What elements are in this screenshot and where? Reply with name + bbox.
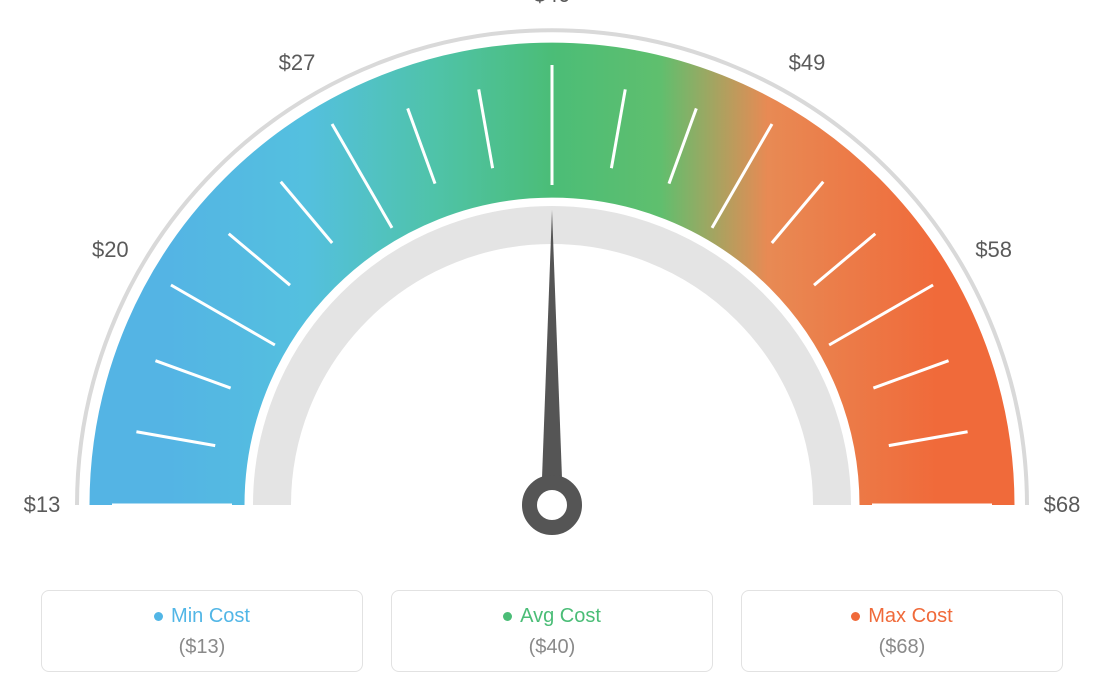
legend-title-max: Max Cost <box>742 605 1062 628</box>
legend-title-avg: Avg Cost <box>392 605 712 628</box>
gauge-tick-label: $20 <box>92 237 129 263</box>
legend-label-avg: Avg Cost <box>520 605 601 627</box>
legend-label-min: Min Cost <box>171 605 250 627</box>
legend-row: Min Cost ($13) Avg Cost ($40) Max Cost (… <box>0 590 1104 672</box>
gauge-tick-label: $13 <box>24 492 61 518</box>
legend-card-min: Min Cost ($13) <box>41 590 363 672</box>
gauge-tick-label: $40 <box>534 0 571 8</box>
gauge-tick-label: $27 <box>279 50 316 76</box>
legend-dot-min <box>154 612 163 621</box>
gauge-tick-label: $68 <box>1044 492 1081 518</box>
legend-value-min: ($13) <box>42 636 362 659</box>
legend-dot-avg <box>503 612 512 621</box>
legend-value-avg: ($40) <box>392 636 712 659</box>
gauge-svg <box>0 0 1104 560</box>
legend-card-max: Max Cost ($68) <box>741 590 1063 672</box>
gauge-tick-label: $49 <box>789 50 826 76</box>
cost-gauge: $13 $20 $27 $40 $49 $58 $68 <box>0 0 1104 560</box>
gauge-tick-label: $58 <box>975 237 1012 263</box>
legend-card-avg: Avg Cost ($40) <box>391 590 713 672</box>
legend-title-min: Min Cost <box>42 605 362 628</box>
legend-label-max: Max Cost <box>868 605 952 627</box>
legend-value-max: ($68) <box>742 636 1062 659</box>
legend-dot-max <box>851 612 860 621</box>
